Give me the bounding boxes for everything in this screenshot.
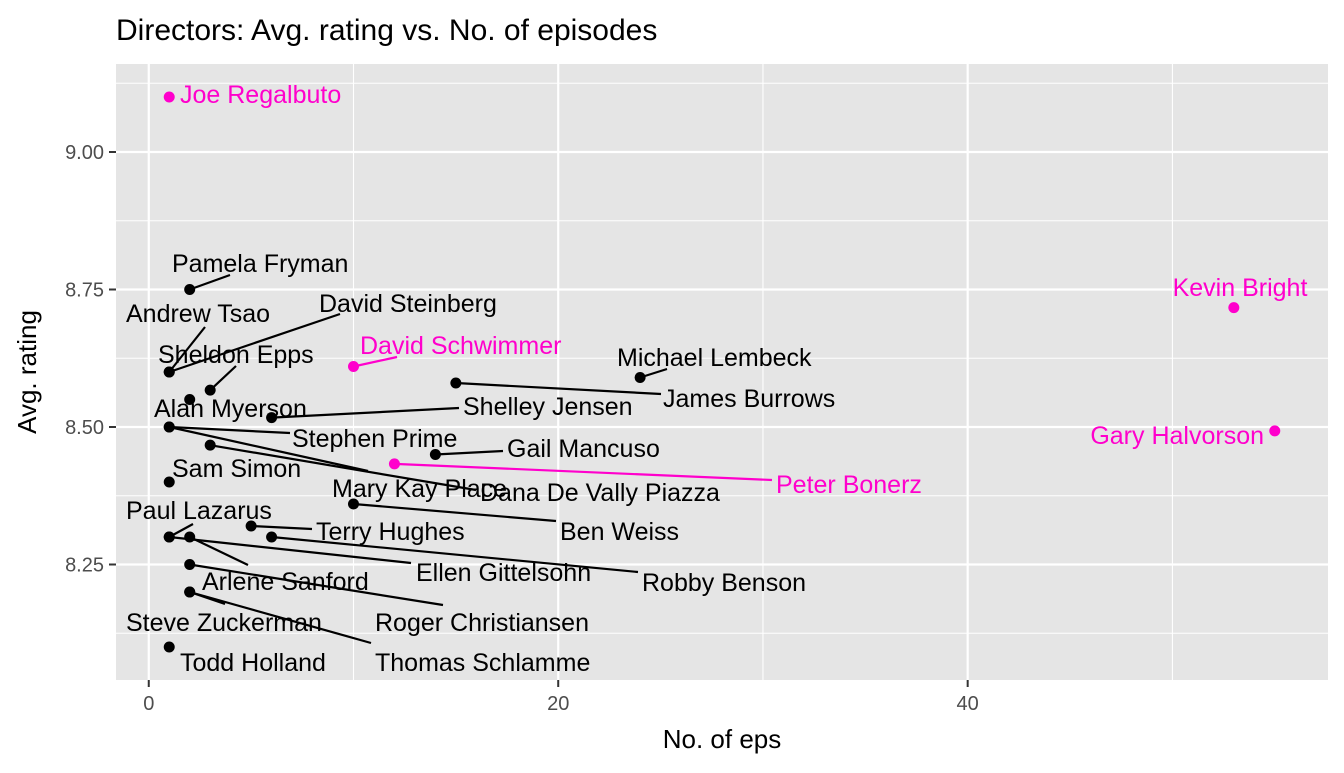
data-label: Shelley Jensen <box>463 393 633 421</box>
data-point <box>347 361 359 372</box>
label-connector <box>455 381 662 396</box>
grid-lines <box>116 64 1328 680</box>
data-points <box>163 91 1281 653</box>
label-connector <box>189 536 249 566</box>
data-point <box>204 439 216 451</box>
data-label: David Steinberg <box>319 290 497 318</box>
data-label: Michael Lembeck <box>617 344 812 372</box>
data-label: Gary Halvorson <box>1090 422 1264 450</box>
data-label: Steve Zuckerman <box>126 609 322 637</box>
label-connector <box>168 425 369 473</box>
data-point <box>388 458 400 470</box>
data-label: Ellen Gittelsohn <box>416 559 591 587</box>
data-point <box>163 641 175 653</box>
data-point <box>184 559 196 570</box>
data-point <box>163 476 175 488</box>
data-label: Mary Kay Place <box>332 475 507 503</box>
label-connector <box>435 449 504 456</box>
data-label: Dana De Vally Piazza <box>480 479 720 507</box>
y-tick-label: 8.25 <box>65 555 104 577</box>
data-point <box>245 520 257 532</box>
axes: 0 20 40 8.25 8.50 8.75 9.00 <box>65 142 979 715</box>
label-connector <box>394 462 773 482</box>
data-point <box>347 498 359 510</box>
data-point <box>266 412 278 424</box>
data-point <box>1228 302 1240 314</box>
data-label: Sam Simon <box>172 455 301 483</box>
data-point <box>163 531 175 543</box>
data-label: Paul Lazarus <box>126 497 272 525</box>
y-axis-label: Avg. rating <box>12 310 42 434</box>
data-label: Andrew Tsao <box>126 300 270 328</box>
chart-title: Directors: Avg. rating vs. No. of episod… <box>116 14 657 47</box>
data-label: Terry Hughes <box>316 518 465 546</box>
x-axis-label: No. of eps <box>663 724 782 754</box>
label-connector <box>169 425 291 435</box>
label-connector <box>353 355 398 368</box>
data-label: David Schwimmer <box>360 332 561 360</box>
label-connector <box>209 365 237 391</box>
label-connector <box>271 535 639 574</box>
label-connector <box>168 326 206 373</box>
x-tick-label: 0 <box>143 693 154 715</box>
data-point <box>184 531 196 543</box>
label-connector <box>251 524 313 531</box>
label-connector <box>168 312 341 374</box>
label-connector <box>353 502 557 523</box>
data-label: Stephen Prime <box>292 425 457 453</box>
y-tick-label: 9.00 <box>65 142 104 164</box>
label-connector <box>189 273 231 291</box>
data-point <box>163 421 175 433</box>
data-point <box>184 586 196 598</box>
x-tick-label: 20 <box>547 693 569 715</box>
data-label: Thomas Schlamme <box>375 649 590 677</box>
data-point <box>184 284 196 295</box>
data-label: Joe Regalbuto <box>180 81 341 109</box>
data-label: Pamela Fryman <box>172 250 348 278</box>
data-point <box>634 372 646 383</box>
data-point <box>163 366 175 378</box>
data-point <box>266 531 278 543</box>
data-label: Peter Bonerz <box>776 471 922 499</box>
data-point <box>429 449 441 460</box>
data-label: Todd Holland <box>180 649 326 677</box>
label-connector <box>189 563 444 607</box>
data-label: Alan Myerson <box>154 395 307 423</box>
data-label: Sheldon Epps <box>158 341 314 369</box>
data-label: Roger Christiansen <box>375 609 589 637</box>
data-label: Kevin Bright <box>1173 274 1308 302</box>
plot-panel <box>116 64 1328 680</box>
data-point <box>450 377 462 389</box>
data-label: Ben Weiss <box>560 518 679 546</box>
data-label: Gail Mancuso <box>507 435 660 463</box>
y-tick-label: 8.75 <box>65 280 104 302</box>
data-point <box>163 91 175 103</box>
data-label: James Burrows <box>663 385 835 413</box>
data-label: Robby Benson <box>642 569 806 597</box>
label-connector <box>271 406 460 419</box>
x-tick-label: 40 <box>957 693 979 715</box>
label-connector <box>209 444 477 492</box>
y-tick-label: 8.50 <box>65 417 104 439</box>
data-point <box>1269 425 1281 437</box>
label-connector <box>189 590 372 645</box>
data-label: Arlene Sanford <box>202 568 369 596</box>
data-labels: Joe Regalbuto Pamela Fryman Kevin Bright An… <box>126 81 1307 677</box>
data-point <box>184 394 196 405</box>
data-point <box>204 384 216 396</box>
label-connector <box>169 535 412 565</box>
